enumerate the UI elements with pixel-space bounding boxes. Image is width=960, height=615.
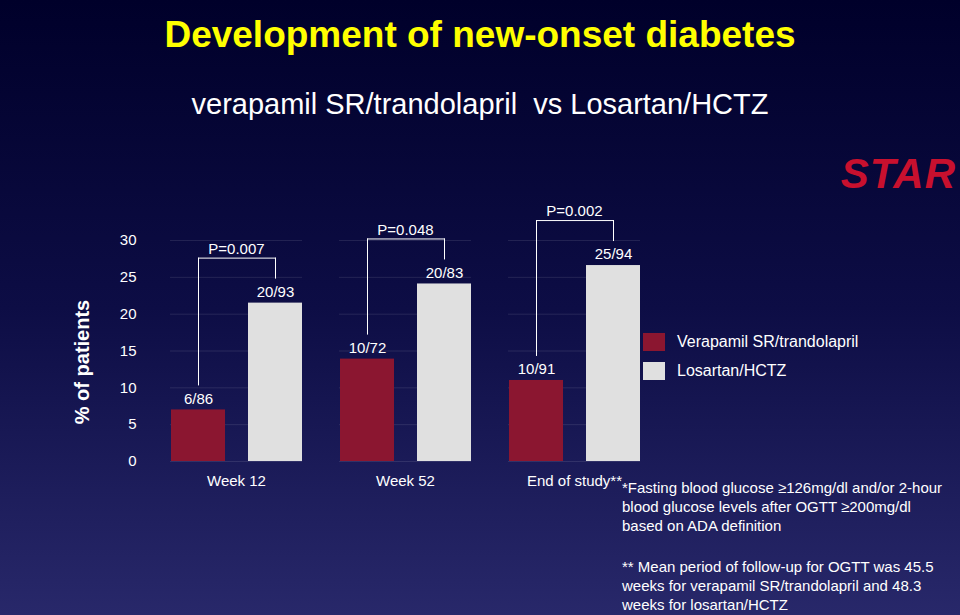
svg-text:10: 10	[120, 379, 137, 396]
svg-text:5: 5	[128, 415, 136, 432]
html-text:Losartan/HCTZ: Losartan/HCTZ	[677, 361, 787, 379]
svg-text:30: 30	[120, 231, 137, 248]
svg-text:P=0.007: P=0.007	[208, 240, 264, 257]
html-text:STAR: STAR	[840, 150, 956, 197]
svg-text:20/93: 20/93	[257, 283, 295, 300]
svg-text:25: 25	[120, 268, 137, 285]
svg-text:P=0.002: P=0.002	[546, 202, 602, 219]
svg-text:End of study**: End of study**	[527, 472, 622, 489]
svg-text:0: 0	[128, 452, 136, 469]
svg-text:Week 52: Week 52	[376, 472, 435, 489]
html-text:** Mean period of follow-up fo: ** Mean period of follow-up for OGTT was…	[622, 558, 934, 613]
svg-text:6/86: 6/86	[184, 390, 213, 407]
html-text:*Fasting blood glucose ≥126mg/: *Fasting blood glucose ≥126mg/dl and/or …	[622, 479, 943, 534]
svg-text:20/83: 20/83	[426, 264, 464, 281]
html-text:verapamil SR/trandolapril vs L: verapamil SR/trandolapril vs Losartan/HC…	[191, 88, 769, 120]
svg-text:15: 15	[120, 342, 137, 359]
html-text:Verapamil SR/trandolapril: Verapamil SR/trandolapril	[677, 332, 859, 350]
svg-text:P=0.048: P=0.048	[377, 221, 433, 238]
svg-text:Week 12: Week 12	[207, 472, 266, 489]
html-text:% of patients: % of patients	[70, 299, 93, 425]
svg-text:20: 20	[120, 305, 137, 322]
svg-text:10/91: 10/91	[518, 360, 556, 377]
svg-text:25/94: 25/94	[595, 245, 633, 262]
html-text:Development of new-onset diabe: Development of new-onset diabetes	[164, 14, 796, 55]
svg-text:10/72: 10/72	[349, 339, 387, 356]
